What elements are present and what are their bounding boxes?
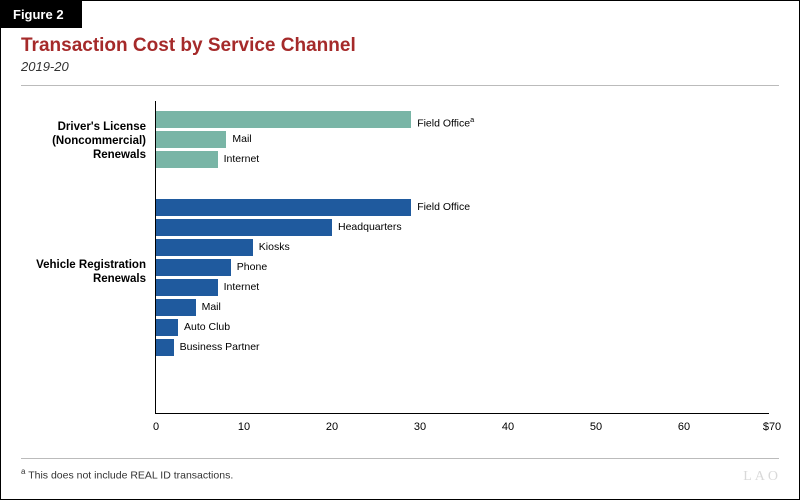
bar-label: Business Partner xyxy=(180,339,260,356)
footnote-text: This does not include REAL ID transactio… xyxy=(28,469,233,481)
bar xyxy=(156,299,196,316)
footnote: a This does not include REAL ID transact… xyxy=(21,467,233,482)
footer-rule xyxy=(21,458,779,459)
chart-subtitle: 2019-20 xyxy=(21,59,779,74)
bar xyxy=(156,239,253,256)
bar-label: Kiosks xyxy=(259,239,290,256)
x-tick: 60 xyxy=(678,421,690,433)
bar-label: Mail xyxy=(202,299,221,316)
bar xyxy=(156,199,411,216)
group-label: Driver's License(Noncommercial)Renewals xyxy=(21,120,146,163)
footnote-marker: a xyxy=(21,467,25,476)
bar xyxy=(156,279,218,296)
bar-label: Mail xyxy=(232,131,251,148)
figure-label: Figure 2 xyxy=(1,1,82,28)
x-tick: 10 xyxy=(238,421,250,433)
x-tick: 0 xyxy=(153,421,159,433)
bar xyxy=(156,219,332,236)
x-tick: $70 xyxy=(763,421,781,433)
header: Transaction Cost by Service Channel 2019… xyxy=(21,35,779,74)
bar xyxy=(156,339,174,356)
bar-label: Headquarters xyxy=(338,219,402,236)
x-tick: 30 xyxy=(414,421,426,433)
bar-label: Internet xyxy=(224,279,260,296)
plot-region: 0102030405060$70Field OfficeaMailInterne… xyxy=(155,101,769,414)
bar xyxy=(156,259,231,276)
bar xyxy=(156,319,178,336)
bar-label: Field Office xyxy=(417,199,470,216)
header-rule xyxy=(21,85,779,86)
x-tick: 40 xyxy=(502,421,514,433)
bar xyxy=(156,111,411,128)
bar-label: Phone xyxy=(237,259,267,276)
bar xyxy=(156,131,226,148)
x-tick: 20 xyxy=(326,421,338,433)
bar xyxy=(156,151,218,168)
group-label: Vehicle RegistrationRenewals xyxy=(21,258,146,287)
chart-title: Transaction Cost by Service Channel xyxy=(21,35,779,57)
bar-label: Field Officea xyxy=(417,111,474,128)
watermark: LAO xyxy=(743,469,781,485)
bar-label: Internet xyxy=(224,151,260,168)
bar-label: Auto Club xyxy=(184,319,230,336)
chart-area: 0102030405060$70Field OfficeaMailInterne… xyxy=(21,101,779,439)
x-tick: 50 xyxy=(590,421,602,433)
